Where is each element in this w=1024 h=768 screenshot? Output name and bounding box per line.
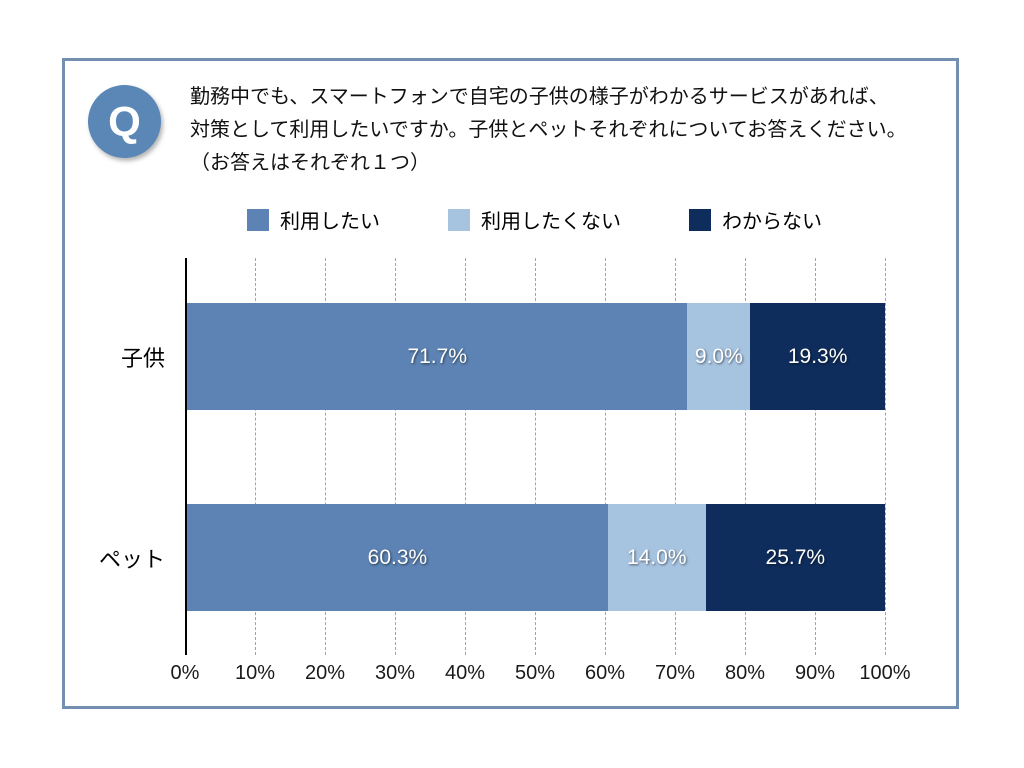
bar-segment-pets-want: 60.3% — [187, 504, 608, 611]
bar-segment-label: 9.0% — [694, 344, 743, 368]
category-label-kids: 子供 — [120, 345, 165, 371]
gridline-90 — [815, 258, 816, 655]
bar-segment-label: 14.0% — [626, 545, 687, 569]
gridline-10 — [255, 258, 256, 655]
chart-legend: 利用したい 利用したくない わからない — [247, 205, 822, 234]
bar-segment-label: 25.7% — [765, 545, 826, 569]
x-tick-60: 60% — [584, 662, 626, 684]
x-tick-10: 10% — [234, 662, 276, 684]
x-tick-90: 90% — [794, 662, 836, 684]
x-tick-0: 0% — [170, 662, 200, 684]
x-tick-100: 100% — [859, 662, 911, 684]
bar-segment-kids-want: 71.7% — [187, 303, 688, 410]
bar-row-kids: 71.7% 9.0% 19.3% — [187, 303, 885, 410]
x-tick-70: 70% — [654, 662, 696, 684]
bar-segment-kids-unknown: 19.3% — [750, 303, 885, 410]
x-tick-20: 20% — [304, 662, 346, 684]
x-tick-30: 30% — [374, 662, 416, 684]
x-axis: 0% 10% 20% 30% 40% 50% 60% 70% 80% 90% 1… — [171, 662, 911, 688]
category-label-pets: ペット — [98, 546, 165, 572]
legend-swatch-unknown-icon — [689, 208, 711, 231]
legend-label-want: 利用したい — [280, 211, 380, 233]
y-axis-line — [185, 258, 187, 655]
legend-swatch-want-icon — [247, 208, 269, 231]
bar-segment-label: 60.3% — [367, 545, 428, 569]
legend-item-want: 利用したい — [247, 205, 380, 234]
bar-segment-pets-not-want: 14.0% — [607, 504, 706, 611]
gridline-60 — [605, 258, 606, 655]
bar-row-pets: 60.3% 14.0% 25.7% — [187, 504, 885, 611]
bar-segment-kids-not-want: 9.0% — [687, 303, 751, 410]
gridline-50 — [535, 258, 536, 655]
legend-item-not-want: 利用したくない — [448, 205, 621, 234]
x-tick-40: 40% — [444, 662, 486, 684]
gridline-40 — [465, 258, 466, 655]
slide-panel: Q 勤務中でも、スマートフォンで自宅の子供の様子がわかるサービスがあれば、 対策… — [62, 58, 959, 709]
gridline-80 — [745, 258, 746, 655]
x-tick-80: 80% — [724, 662, 766, 684]
question-text-line-2: 対策として利用したいですか。子供とペットそれぞれについてお答えください。 — [190, 119, 907, 141]
legend-label-unknown: わからない — [722, 211, 822, 233]
bar-segment-pets-unknown: 25.7% — [705, 504, 885, 611]
gridline-70 — [675, 258, 676, 655]
stacked-bar-chart: 子供 71.7% 9.0% 19.3% ペット 60.3% 14.0% 25.7… — [99, 258, 911, 684]
legend-swatch-not-want-icon — [448, 208, 470, 231]
question-text-line-3: （お答えはそれぞれ１つ） — [190, 152, 430, 174]
legend-item-unknown: わからない — [689, 205, 822, 234]
legend-label-not-want: 利用したくない — [481, 211, 621, 233]
gridline-100 — [885, 258, 886, 655]
question-text-line-1: 勤務中でも、スマートフォンで自宅の子供の様子がわかるサービスがあれば、 — [190, 86, 889, 108]
x-tick-50: 50% — [514, 662, 556, 684]
question-badge-letter: Q — [108, 97, 141, 145]
gridline-20 — [325, 258, 326, 655]
gridline-30 — [395, 258, 396, 655]
bar-segment-label: 19.3% — [787, 344, 848, 368]
question-text: 勤務中でも、スマートフォンで自宅の子供の様子がわかるサービスがあれば、 対策とし… — [190, 81, 930, 180]
question-badge: Q — [88, 85, 161, 158]
bar-segment-label: 71.7% — [407, 344, 467, 368]
